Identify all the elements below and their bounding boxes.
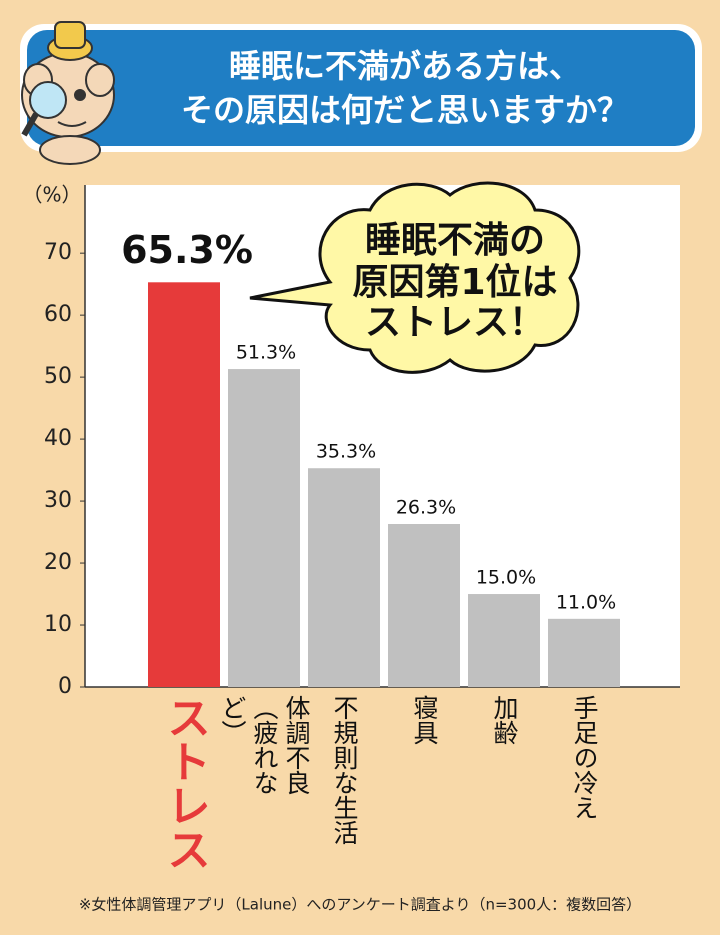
bar xyxy=(548,618,620,687)
x-tick-label: 加齢 xyxy=(490,695,519,745)
annotation-line: 原因第1位は xyxy=(352,262,557,303)
x-tick-label: 手足の冷え xyxy=(570,695,599,820)
bar xyxy=(388,524,460,687)
y-tick-label: 30 xyxy=(44,488,72,513)
x-tick-label: ストレス xyxy=(159,695,210,871)
value-label: 35.3% xyxy=(316,441,376,463)
title-banner xyxy=(27,30,695,146)
bar xyxy=(308,468,380,687)
value-label: 51.3% xyxy=(236,342,296,364)
y-axis-label: （%） xyxy=(22,183,81,207)
speech-bubble xyxy=(249,181,581,374)
bar xyxy=(148,282,220,687)
value-label: 26.3% xyxy=(396,497,456,519)
y-tick-label: 70 xyxy=(44,240,72,265)
y-tick-label: 60 xyxy=(44,302,72,327)
y-tick-label: 0 xyxy=(58,674,72,699)
value-label: 15.0% xyxy=(476,567,536,589)
bar xyxy=(228,369,300,687)
title-line: 睡眠に不満がある方は、 xyxy=(229,47,581,85)
x-tick-label: 寝具 xyxy=(410,695,439,745)
annotation-line: 睡眠不満の xyxy=(365,220,545,261)
value-label: 65.3% xyxy=(121,228,253,272)
y-tick-label: 10 xyxy=(44,612,72,637)
mascot xyxy=(21,21,115,165)
x-tick-label: 不規則な生活 xyxy=(330,695,359,845)
y-tick-label: 50 xyxy=(44,364,72,389)
title-line: その原因は何だと思いますか？ xyxy=(181,91,629,129)
footnote: ※女性体調管理アプリ（Lalune）へのアンケート調査より（n=300人：複数回… xyxy=(79,896,641,914)
bar xyxy=(468,594,540,687)
annotation-line: ストレス！ xyxy=(365,302,545,343)
y-tick-label: 20 xyxy=(44,550,72,575)
y-tick-label: 40 xyxy=(44,426,72,451)
x-tick-label: 体調不良（疲れなど） xyxy=(218,695,311,795)
value-label: 11.0% xyxy=(556,591,616,613)
